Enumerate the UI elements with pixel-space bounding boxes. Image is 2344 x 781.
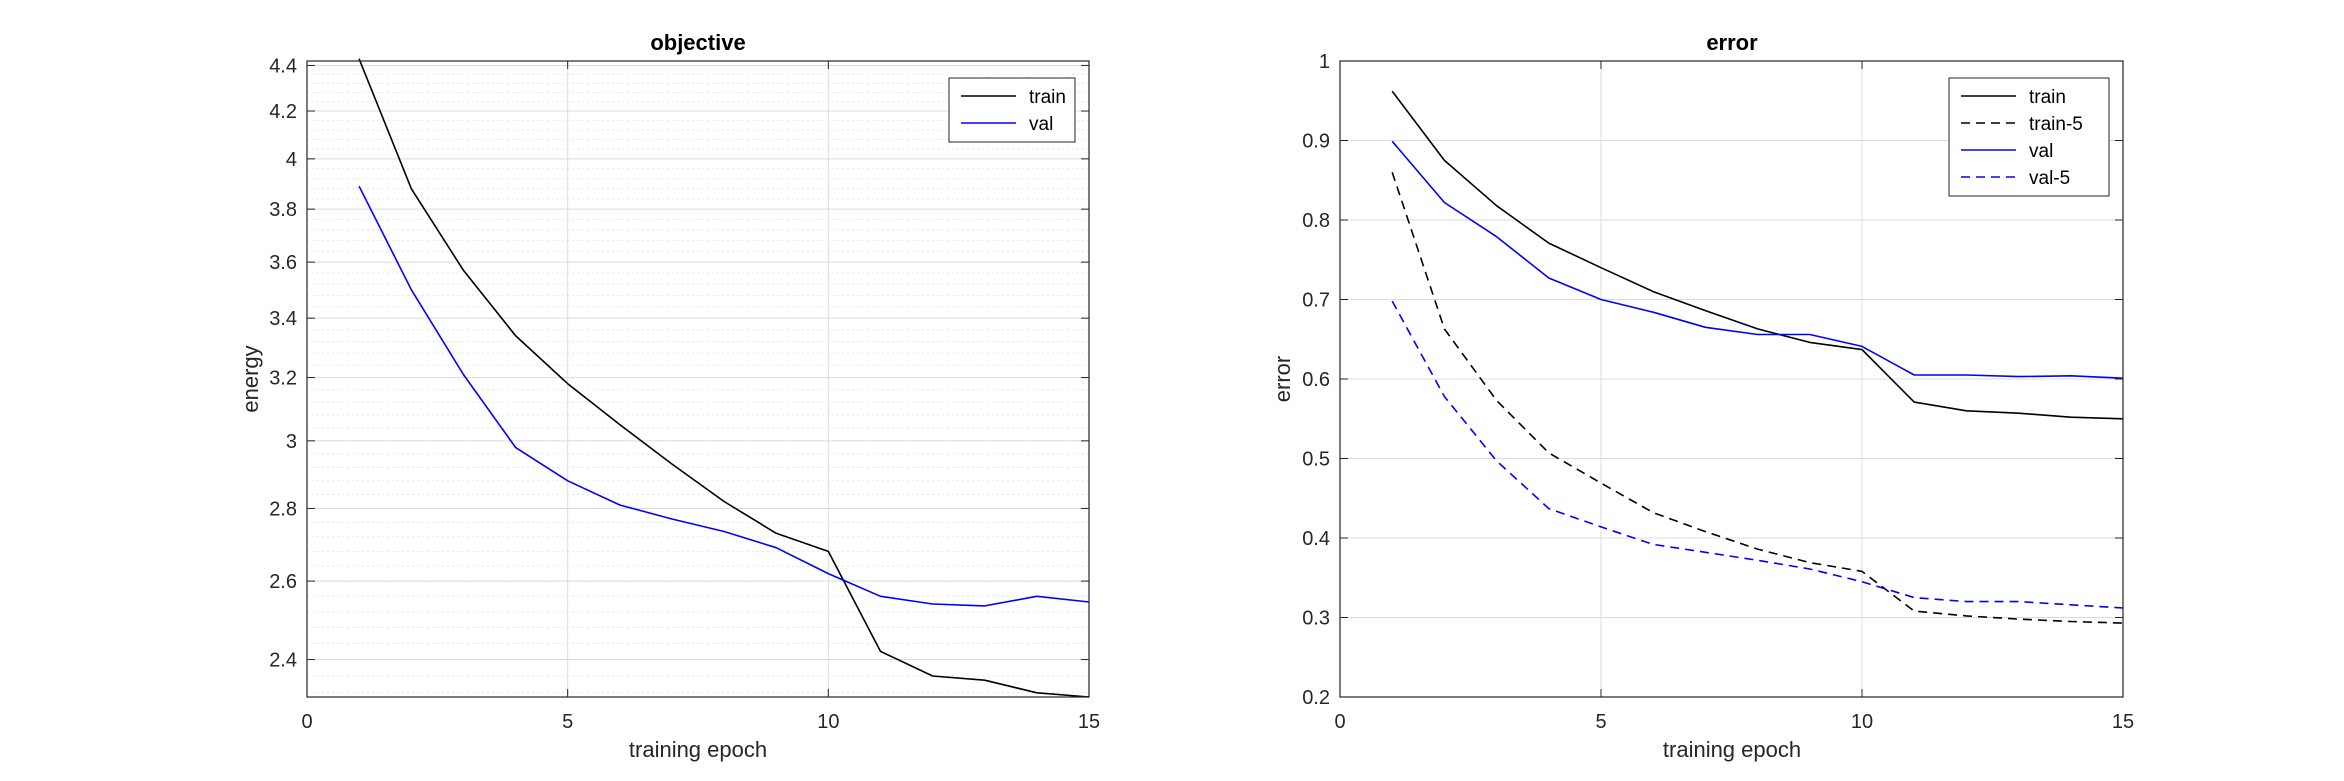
y-tick-label: 4 (286, 149, 297, 171)
legend-label: train (1029, 87, 1066, 108)
x-tick-label: 0 (301, 711, 312, 733)
error-chart: error training epoch error 0 5 10 150.20.30… (1270, 30, 2134, 762)
series-line-val (358, 185, 1090, 607)
axes-background (307, 61, 1089, 697)
y-tick-label: 3.2 (269, 368, 297, 390)
chart-title: error (1706, 30, 1758, 55)
legend-label: val (1029, 114, 1053, 135)
y-tick-label: 0.3 (1302, 608, 1330, 630)
y-tick-label: 4.2 (269, 101, 297, 123)
y-tick-label: 0.4 (1302, 528, 1330, 550)
x-tick-label: 10 (817, 711, 839, 733)
y-axis-label: error (1270, 356, 1295, 402)
series-line-train-5 (1391, 172, 2124, 624)
x-tick-label: 10 (1851, 711, 1873, 733)
series-line-train (358, 58, 1090, 698)
y-tick-label: 0.8 (1302, 210, 1330, 232)
plot-area (306, 58, 1090, 698)
objective-chart: objective training epoch energy 0 5 10 15 2.… (238, 30, 1100, 762)
legend-box (948, 77, 1076, 143)
y-tick-label: 0.2 (1302, 687, 1330, 709)
series-line-val (1391, 140, 2124, 379)
chart-title: objective (650, 30, 745, 55)
y-tick-label: 2.6 (269, 571, 297, 593)
axes-box (306, 60, 1090, 698)
x-axis-label: training epoch (629, 737, 767, 762)
y-axis-label: energy (238, 345, 263, 412)
x-tick-label: 15 (2112, 711, 2134, 733)
y-tick-label: 4.4 (269, 55, 297, 77)
y-tick-label: 0.9 (1302, 131, 1330, 153)
legend-label: val-5 (2029, 168, 2070, 189)
y-tick-label: 2.8 (269, 498, 297, 520)
y-tick-label: 0.6 (1302, 369, 1330, 391)
x-axis-label: training epoch (1663, 737, 1801, 762)
y-tick-label: 0.7 (1302, 290, 1330, 312)
y-tick-label: 2.4 (269, 650, 297, 672)
legend-label: val (2029, 141, 2053, 162)
y-tick-label: 0.5 (1302, 449, 1330, 471)
x-tick-label: 5 (562, 711, 573, 733)
legend: train train-5 val val-5 (1948, 77, 2110, 197)
ticks: 0 5 10 15 0.2 0.3 0.4 0.5 0.6 0.7 0.8 0.9 1 (1302, 51, 2134, 733)
series-line-train (1391, 90, 2124, 420)
y-tick-label: 3.8 (269, 199, 297, 221)
legend: train val (948, 77, 1076, 143)
y-tick-label: 3.6 (269, 252, 297, 274)
legend-label: train (2029, 87, 2066, 108)
ticks: 0 5 10 15 2.4 2.6 2.8 3 3.2 3.4 3.6 3.8 4 4.2 4.4 (269, 55, 1100, 733)
y-tick-label: 3 (286, 431, 297, 453)
x-tick-label: 15 (1078, 711, 1100, 733)
x-tick-label: 0 (1334, 711, 1345, 733)
y-tick-label: 1 (1319, 51, 1330, 73)
y-tick-label: 3.4 (269, 308, 297, 330)
x-tick-label: 5 (1595, 711, 1606, 733)
legend-box (1948, 77, 2110, 197)
legend-label: train-5 (2029, 114, 2083, 135)
series-line-val-5 (1391, 300, 2124, 609)
